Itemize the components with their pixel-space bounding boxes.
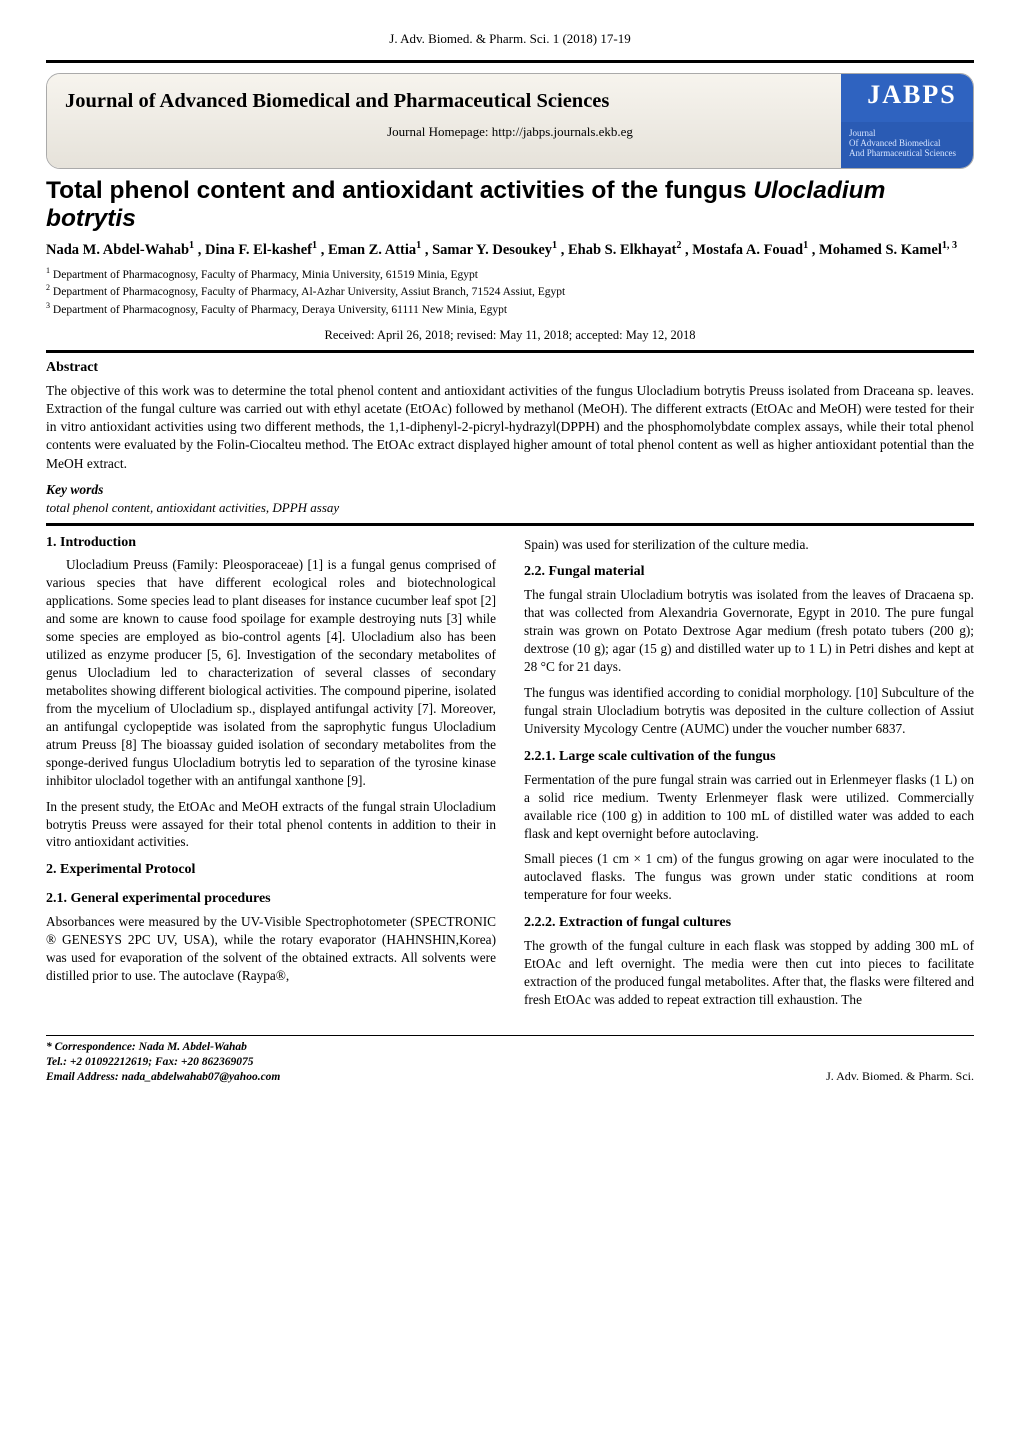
keywords-head: Key words — [46, 481, 974, 499]
affil-2: 2 Department of Pharmacognosy, Faculty o… — [46, 283, 974, 299]
affil-1: 1 Department of Pharmacognosy, Faculty o… — [46, 266, 974, 282]
extract-head: 2.2.2. Extraction of fungal cultures — [524, 914, 974, 933]
exp-head: 2. Experimental Protocol — [46, 861, 496, 880]
fungal-p1: The fungal strain Ulocladium botrytis wa… — [524, 586, 974, 676]
col-left: 1. Introduction Ulocladium Preuss (Famil… — [46, 534, 496, 1017]
running-header: J. Adv. Biomed. & Pharm. Sci. 1 (2018) 1… — [46, 30, 974, 48]
cultiv-p2: Small pieces (1 cm × 1 cm) of the fungus… — [524, 850, 974, 904]
logo-sub1: Journal — [849, 128, 974, 138]
journal-homepage: Journal Homepage: http://jabps.journals.… — [65, 123, 955, 141]
intro-p1: Ulocladium Preuss (Family: Pleosporaceae… — [46, 556, 496, 789]
intro-head: 1. Introduction — [46, 534, 496, 553]
affil-3: 3 Department of Pharmacognosy, Faculty o… — [46, 301, 974, 317]
affiliations: 1 Department of Pharmacognosy, Faculty o… — [46, 266, 974, 317]
logo-acronym: JABPS — [841, 73, 974, 122]
intro-p2: In the present study, the EtOAc and MeOH… — [46, 798, 496, 852]
received-dates: Received: April 26, 2018; revised: May 1… — [46, 327, 974, 344]
rule-after-kw — [46, 523, 974, 526]
abstract-body: The objective of this work was to determ… — [46, 382, 974, 473]
right-top-carry: Spain) was used for sterilization of the… — [524, 536, 974, 554]
gen-p: Absorbances were measured by the UV-Visi… — [46, 913, 496, 985]
corr-tel: Tel.: +2 01092212619; Fax: +20 862369075 — [46, 1055, 280, 1070]
cultiv-head: 2.2.1. Large scale cultivation of the fu… — [524, 748, 974, 767]
article-title: Total phenol content and antioxidant act… — [46, 177, 974, 233]
logo-sub3: And Pharmaceutical Sciences — [849, 148, 974, 158]
logo-box: JABPS Journal Of Advanced Biomedical And… — [841, 73, 974, 169]
fungal-head: 2.2. Fungal material — [524, 563, 974, 582]
banner-content: Journal of Advanced Biomedical and Pharm… — [65, 88, 955, 141]
correspondence-left: * Correspondence: Nada M. Abdel-Wahab Te… — [46, 1040, 280, 1085]
rule-top — [46, 60, 974, 63]
cultiv-p1: Fermentation of the pure fungal strain w… — [524, 771, 974, 843]
corr-email: Email Address: nada_abdelwahab07@yahoo.c… — [46, 1070, 280, 1085]
footer-journal-tag: J. Adv. Biomed. & Pharm. Sci. — [826, 1069, 974, 1085]
rule-after-received — [46, 350, 974, 353]
authors-line: Nada M. Abdel-Wahab1 , Dina F. El-kashef… — [46, 239, 974, 260]
col-right: Spain) was used for sterilization of the… — [524, 534, 974, 1017]
journal-banner: Journal of Advanced Biomedical and Pharm… — [46, 73, 974, 169]
body-columns: 1. Introduction Ulocladium Preuss (Famil… — [46, 534, 974, 1017]
logo-sub2: Of Advanced Biomedical — [849, 138, 974, 148]
keywords-list: total phenol content, antioxidant activi… — [46, 499, 974, 517]
gen-head: 2.1. General experimental procedures — [46, 890, 496, 909]
extract-p: The growth of the fungal culture in each… — [524, 937, 974, 1009]
logo-subtitle: Journal Of Advanced Biomedical And Pharm… — [841, 122, 974, 169]
correspondence-block: * Correspondence: Nada M. Abdel-Wahab Te… — [46, 1035, 974, 1085]
corr-name: * Correspondence: Nada M. Abdel-Wahab — [46, 1040, 280, 1055]
fungal-p2: The fungus was identified according to c… — [524, 684, 974, 738]
journal-name: Journal of Advanced Biomedical and Pharm… — [65, 88, 955, 116]
abstract-head: Abstract — [46, 359, 974, 378]
